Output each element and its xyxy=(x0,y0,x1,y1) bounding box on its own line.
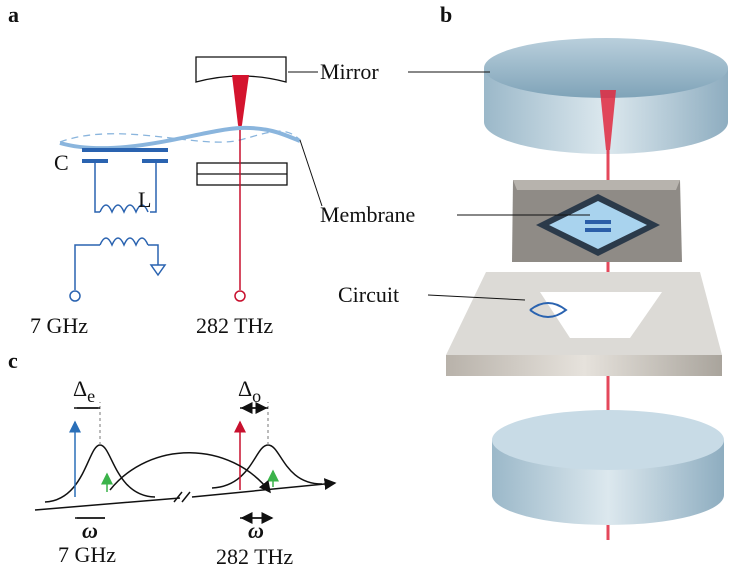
figure: a b c C L 7 GHz 282 THz Mirror Membrane … xyxy=(0,0,732,571)
detuning-symbol: Δ xyxy=(73,376,87,401)
detuning-label: Δe xyxy=(73,376,95,406)
port-label: 282 THz xyxy=(196,313,273,338)
device-render xyxy=(446,38,728,540)
capacitor-label: C xyxy=(54,150,69,175)
callout-label: Circuit xyxy=(338,282,399,307)
spectrum xyxy=(35,402,335,518)
schematic xyxy=(60,57,300,301)
frequency-symbol: ω xyxy=(248,518,264,543)
detuning-subscript: e xyxy=(87,386,95,406)
panel-label: a xyxy=(8,2,19,27)
callout-label: Mirror xyxy=(320,59,379,84)
frequency-label: 7 GHz xyxy=(58,542,116,567)
detuning-symbol: Δ xyxy=(238,376,252,401)
inductor-label: L xyxy=(138,187,151,212)
detuning-label: Δo xyxy=(238,376,261,406)
frequency-label: 282 THz xyxy=(216,544,293,569)
panel-label: b xyxy=(440,2,452,27)
frequency-symbol: ω xyxy=(82,518,98,543)
port-label: 7 GHz xyxy=(30,313,88,338)
callout-label: Membrane xyxy=(320,202,415,227)
panel-label: c xyxy=(8,348,18,373)
detuning-subscript: o xyxy=(252,386,261,406)
